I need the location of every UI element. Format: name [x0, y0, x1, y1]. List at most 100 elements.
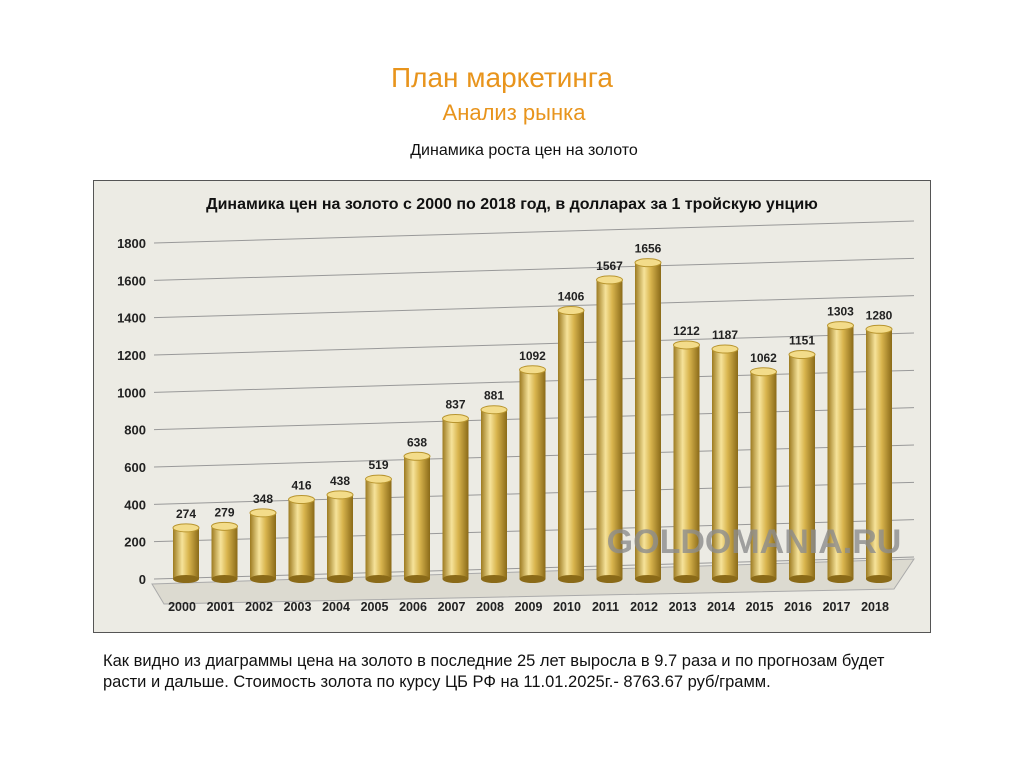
data-label: 279 [214, 505, 234, 519]
y-tick-label: 800 [124, 423, 146, 438]
bar [288, 499, 315, 579]
x-tick-label: 2002 [245, 600, 273, 614]
bar [250, 512, 276, 579]
x-tick-label: 2007 [438, 600, 466, 614]
gridline [153, 257, 915, 281]
x-tick-label: 2008 [476, 600, 504, 614]
bar-top [557, 306, 585, 316]
bar-base [558, 575, 584, 583]
y-tick-label: 1800 [117, 236, 146, 251]
y-tick-label: 1000 [117, 385, 146, 400]
bar-top [519, 365, 546, 375]
data-label: 1656 [635, 242, 662, 256]
x-tick-label: 2001 [207, 600, 235, 614]
note-text: Как видно из диаграммы цена на золото в … [103, 652, 885, 691]
bar-top [211, 521, 238, 531]
x-tick-label: 2015 [746, 600, 774, 614]
bar [866, 329, 892, 579]
y-tick-label: 600 [124, 460, 146, 475]
bar [635, 262, 661, 579]
y-tick-label: 200 [124, 535, 146, 550]
bar [789, 354, 815, 579]
data-label: 1567 [596, 259, 623, 273]
y-tick-label: 400 [124, 497, 146, 512]
data-label: 1280 [866, 308, 893, 322]
bar-base [866, 575, 892, 583]
data-label: 881 [484, 389, 504, 403]
bar [173, 527, 199, 579]
gridline [153, 295, 915, 319]
data-label: 1062 [750, 351, 777, 365]
data-label: 348 [253, 492, 273, 506]
bar-base [327, 575, 353, 583]
bar [404, 456, 430, 579]
data-label: 1303 [827, 305, 854, 319]
bar-top [288, 495, 315, 505]
watermark: GOLDOMANIA.RU [607, 523, 902, 561]
x-tick-label: 2005 [361, 600, 389, 614]
y-tick-label: 1400 [117, 311, 146, 326]
data-label: 638 [407, 435, 427, 449]
x-tick-label: 2011 [592, 600, 619, 614]
x-tick-label: 2014 [707, 600, 735, 614]
bar-top [596, 275, 623, 285]
slide-subtitle: Анализ рынка [442, 100, 586, 125]
data-label: 837 [445, 398, 465, 412]
bar-top [788, 350, 816, 360]
bar-base [404, 575, 430, 583]
data-label: 1187 [712, 328, 738, 342]
gridline [153, 332, 915, 356]
x-tick-label: 2000 [168, 600, 196, 614]
x-tick-label: 2010 [553, 600, 581, 614]
x-tick-label: 2009 [515, 600, 543, 614]
data-label: 438 [330, 474, 350, 488]
bar-base [173, 575, 199, 583]
x-tick-label: 2004 [322, 600, 350, 614]
bar-base [365, 575, 392, 583]
bar [673, 344, 700, 579]
bar-top [865, 324, 893, 334]
bar-base [596, 575, 623, 583]
bar-top [365, 474, 392, 484]
bar [327, 494, 353, 579]
slide-title: План маркетинга [391, 62, 613, 93]
bar-base [288, 575, 315, 583]
bar-base [789, 575, 815, 583]
chart-title: Динамика цен на золото с 2000 по 2018 го… [206, 196, 818, 213]
data-label: 1151 [789, 334, 815, 348]
chart: Динамика цен на золото с 2000 по 2018 го… [93, 180, 931, 633]
bar [211, 526, 238, 579]
chart-caption: Динамика роста цен на золото [410, 142, 638, 159]
y-tick-label: 1600 [117, 273, 146, 288]
data-label: 274 [176, 507, 196, 521]
x-tick-label: 2013 [669, 600, 697, 614]
bar [519, 369, 546, 579]
x-tick-label: 2003 [284, 600, 312, 614]
x-tick-label: 2017 [823, 600, 851, 614]
bar-base [481, 575, 507, 583]
x-tick-label: 2016 [784, 600, 812, 614]
bar-base [211, 575, 238, 583]
bar-base [519, 575, 546, 583]
bar-top [634, 258, 662, 268]
x-tick-label: 2006 [399, 600, 427, 614]
data-label: 1406 [558, 290, 585, 304]
bar [442, 418, 469, 579]
bar-base [827, 575, 854, 583]
bar [481, 409, 507, 579]
bar-top [480, 405, 508, 415]
bar [712, 349, 738, 579]
bar-top [673, 340, 700, 350]
bar-top [442, 414, 469, 424]
bar [558, 310, 584, 579]
y-tick-label: 1200 [117, 348, 146, 363]
bar-top [172, 523, 200, 533]
bar-base [635, 575, 661, 583]
bar-base [442, 575, 469, 583]
bar-base [673, 575, 700, 583]
bar-base [712, 575, 738, 583]
bar-top [827, 321, 854, 331]
data-label: 1092 [519, 349, 546, 363]
bar [827, 325, 854, 579]
x-tick-label: 2012 [630, 600, 658, 614]
